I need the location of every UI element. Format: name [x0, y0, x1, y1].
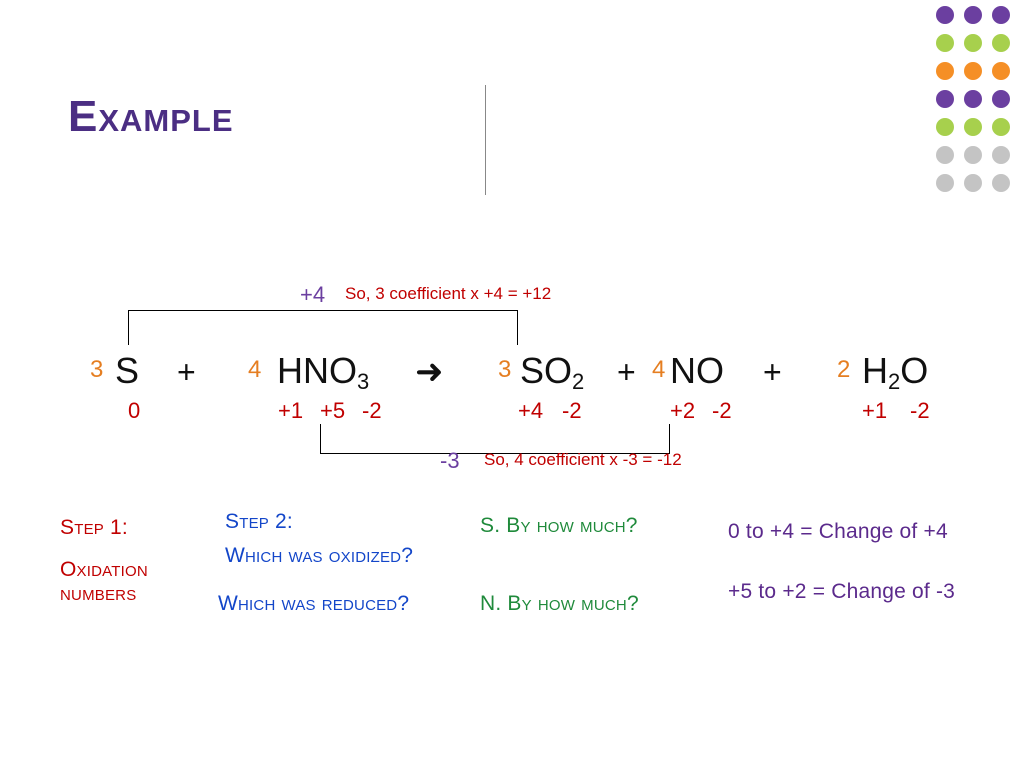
coefficient: 4	[652, 356, 665, 384]
step-note: Step 2:	[225, 510, 293, 534]
decoration-dot	[964, 90, 982, 108]
title-divider	[485, 85, 486, 195]
decoration-dot	[964, 146, 982, 164]
chemical-formula: SO2	[520, 350, 584, 392]
oxidation-number: -2	[562, 398, 582, 424]
decoration-dot	[936, 6, 954, 24]
oxidation-number: -2	[910, 398, 930, 424]
bracket-top-note: So, 3 coefficient x +4 = +12	[345, 284, 551, 304]
step-note: Oxidation numbers	[60, 558, 210, 606]
chemical-formula: NO	[670, 350, 724, 392]
decoration-dot	[936, 146, 954, 164]
decoration-dot	[936, 118, 954, 136]
decoration-dot	[992, 6, 1010, 24]
step-note: N. By how much?	[480, 592, 639, 616]
decoration-dot	[992, 62, 1010, 80]
slide-title: Example	[68, 92, 234, 142]
coefficient: 2	[837, 356, 850, 384]
decoration-dot	[936, 90, 954, 108]
oxidation-bracket-top	[128, 310, 518, 345]
oxidation-number: +4	[518, 398, 543, 424]
step-note: +5 to +2 = Change of -3	[728, 580, 958, 604]
coefficient: 4	[248, 356, 261, 384]
step-note: Which was reduced?	[218, 592, 409, 616]
decoration-dot	[992, 34, 1010, 52]
decoration-dot	[964, 34, 982, 52]
decoration-dot	[992, 146, 1010, 164]
plus-sign: +	[617, 354, 636, 391]
step-note: 0 to +4 = Change of +4	[728, 520, 948, 544]
oxidation-number: -2	[362, 398, 382, 424]
decoration-dot	[936, 34, 954, 52]
reaction-arrow-icon: ➜	[415, 352, 444, 392]
corner-dots	[936, 0, 1014, 196]
oxidation-number: +2	[670, 398, 695, 424]
oxidation-number: +1	[278, 398, 303, 424]
oxidation-number: -2	[712, 398, 732, 424]
chemical-formula: S	[115, 350, 139, 392]
step-note: Which was oxidized?	[225, 544, 413, 568]
decoration-dot	[964, 174, 982, 192]
chemical-formula: H2O	[862, 350, 928, 392]
decoration-dot	[992, 90, 1010, 108]
decoration-dot	[936, 62, 954, 80]
decoration-dot	[936, 174, 954, 192]
oxidation-number: 0	[128, 398, 140, 424]
decoration-dot	[964, 6, 982, 24]
bracket-top-value: +4	[300, 282, 325, 308]
coefficient: 3	[498, 356, 511, 384]
decoration-dot	[992, 174, 1010, 192]
decoration-dot	[964, 118, 982, 136]
oxidation-number: +1	[862, 398, 887, 424]
coefficient: 3	[90, 356, 103, 384]
bracket-bottom-value: -3	[440, 448, 460, 474]
step-note: S. By how much?	[480, 514, 638, 538]
oxidation-number: +5	[320, 398, 345, 424]
decoration-dot	[992, 118, 1010, 136]
step-note: Step 1:	[60, 516, 128, 540]
chemical-formula: HNO3	[277, 350, 369, 392]
chemical-equation: 3S0+4HNO3+1+5-2➜3SO2+4-2+4NO+2-2+2H2O+1-…	[68, 350, 994, 410]
plus-sign: +	[763, 354, 782, 391]
plus-sign: +	[177, 354, 196, 391]
bracket-bottom-note: So, 4 coefficient x -3 = -12	[484, 450, 682, 470]
decoration-dot	[964, 62, 982, 80]
